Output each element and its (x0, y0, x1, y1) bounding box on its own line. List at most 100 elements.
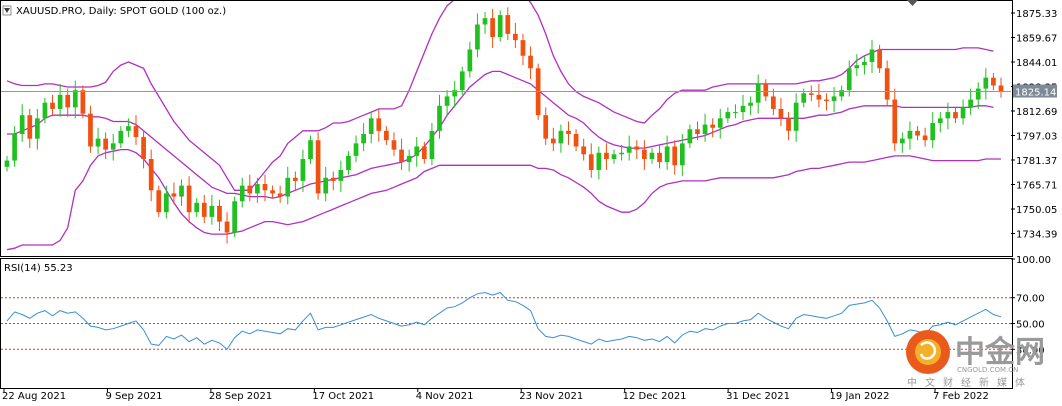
candle-body (437, 105, 442, 131)
time-tick-label: 7 Feb 2022 (933, 391, 989, 402)
price-tick-label: 1734.39 (1016, 229, 1057, 240)
candle-body (695, 129, 700, 134)
candle-body (588, 154, 594, 170)
candle-body (482, 18, 488, 25)
candle-body (900, 138, 905, 144)
candle-body (543, 115, 549, 139)
price-tag-background (1013, 84, 1057, 98)
candle-body (960, 107, 966, 119)
candle-body (179, 185, 184, 197)
candle-body (414, 146, 420, 156)
candle-body (824, 99, 829, 102)
candle-body (201, 202, 207, 217)
candle-body (399, 149, 404, 163)
candle-body (376, 118, 382, 131)
candle-body (323, 177, 329, 194)
candle-body (209, 205, 215, 217)
candle-body (717, 118, 723, 128)
candle-body (88, 113, 93, 147)
candle-body (740, 105, 746, 113)
candle-body (95, 138, 101, 147)
candle-body (497, 15, 503, 37)
candle-body (270, 190, 275, 194)
candle-body (877, 49, 882, 69)
candle-body (346, 155, 351, 170)
candle-body (34, 118, 40, 139)
symbol-header: XAUUSD.PRO, Daily: SPOT GOLD (100 oz.) (2, 5, 226, 17)
candle-body (816, 94, 822, 100)
candle-body (292, 177, 298, 181)
price-tick-label: 1859.67 (1016, 33, 1057, 44)
candle-body (421, 146, 427, 160)
candle-body (953, 112, 958, 119)
candle-body (224, 221, 230, 233)
candle-body (801, 93, 807, 103)
candle-body (255, 184, 260, 194)
candle-body (839, 90, 845, 97)
candle-body (141, 137, 146, 160)
symbol-label: XAUUSD.PRO, Daily: SPOT GOLD (100 oz.) (16, 6, 226, 17)
candle-body (710, 124, 716, 128)
candle-body (156, 190, 162, 213)
candle-body (907, 130, 913, 139)
rsi-line (6, 291, 1002, 351)
candle-body (232, 201, 237, 233)
price-axis: 1875.331859.671844.011828.351812.691797.… (1011, 9, 1057, 240)
time-tick-label: 28 Sep 2021 (209, 391, 272, 402)
candle-body (285, 177, 291, 197)
rsi-label: RSI(14) 55.23 (4, 263, 73, 274)
price-tick-label: 1812.69 (1016, 107, 1057, 118)
candle-body (65, 94, 71, 108)
candle-body (338, 169, 344, 181)
candle-body (330, 177, 336, 181)
candle-body (649, 152, 655, 160)
candle-body (634, 146, 640, 150)
time-tick-label: 17 Oct 2021 (312, 391, 374, 402)
candle-body (72, 90, 78, 108)
candle-body (57, 94, 63, 109)
candle-body (611, 154, 617, 160)
scroll-marker-icon[interactable] (907, 0, 918, 6)
candle-body (475, 24, 480, 50)
candle-body (217, 205, 222, 222)
candle-body (391, 140, 397, 150)
candle-body (163, 193, 169, 213)
candle-body (755, 83, 761, 103)
time-tick-label: 23 Nov 2021 (519, 391, 583, 402)
candle-body (975, 88, 981, 100)
candle-body (778, 108, 784, 119)
candle-body (444, 96, 450, 106)
candle-body (452, 90, 458, 97)
candle-body (429, 130, 435, 160)
candle-body (528, 55, 533, 69)
candle-body (4, 160, 10, 167)
candlesticks (4, 7, 1004, 244)
candle-body (459, 71, 465, 91)
candle-body (968, 99, 974, 108)
time-tick-label: 31 Dec 2021 (726, 391, 790, 402)
candle-body (27, 115, 33, 139)
candle-body (148, 159, 154, 191)
time-tick-label: 9 Sep 2021 (105, 391, 162, 402)
candle-body (937, 118, 943, 124)
time-axis: 22 Aug 2021 9 Sep 2021 28 Sep 2021 17 Oct 2… (2, 388, 989, 402)
price-tick-label: 1781.37 (1016, 156, 1057, 167)
candle-body (520, 40, 526, 56)
rsi-levels (1, 297, 1011, 350)
candle-body (991, 77, 996, 86)
candle-body (793, 102, 799, 131)
time-tick-label: 19 Jan 2022 (830, 391, 890, 402)
price-tag: 1825.14 (1013, 84, 1057, 99)
time-tick-label: 4 Nov 2021 (416, 391, 474, 402)
candle-body (467, 49, 473, 72)
candle-body (854, 65, 860, 69)
candle-body (118, 130, 124, 144)
candle-body (19, 115, 25, 134)
candle-body (384, 130, 389, 141)
candle-body (915, 130, 920, 136)
candle-body (361, 133, 366, 144)
candle-body (186, 185, 192, 213)
candle-body (110, 143, 116, 150)
candle-body (581, 146, 587, 155)
